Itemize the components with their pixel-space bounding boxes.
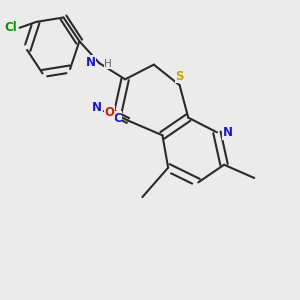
Text: S: S [176, 70, 184, 83]
Text: Cl: Cl [4, 21, 17, 34]
Text: N: N [86, 56, 96, 69]
Text: O: O [104, 106, 114, 119]
Text: N: N [92, 101, 102, 114]
Text: C: C [113, 112, 122, 125]
Text: H: H [104, 59, 112, 69]
Text: N: N [223, 126, 233, 140]
